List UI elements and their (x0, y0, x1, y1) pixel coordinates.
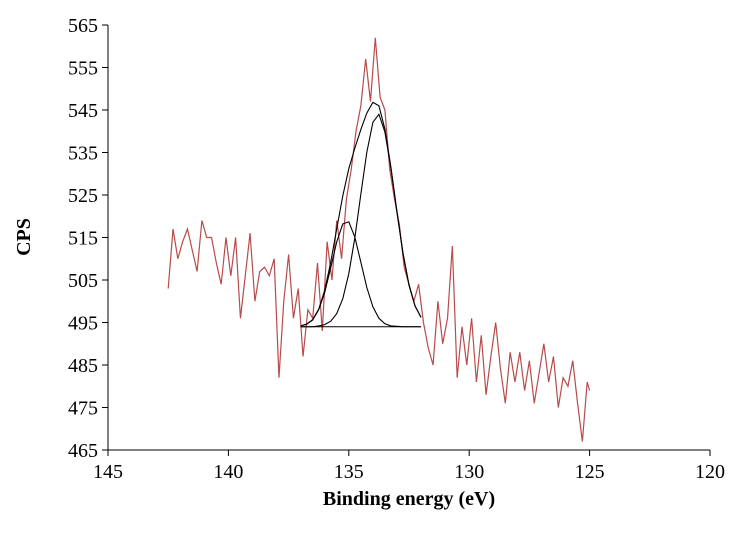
x-tick-label: 145 (93, 461, 123, 483)
y-tick-label: 525 (68, 185, 98, 207)
y-tick-label: 535 (68, 143, 98, 165)
x-axis-title: Binding energy (eV) (323, 488, 495, 510)
series-line (300, 101, 422, 327)
x-tick-label: 125 (575, 461, 605, 483)
y-tick-label: 475 (68, 398, 98, 420)
series-line (167, 37, 591, 442)
y-tick-label: 555 (68, 58, 98, 80)
y-tick-label: 495 (68, 313, 98, 335)
x-tick-label: 120 (695, 461, 725, 483)
x-tick-label: 135 (334, 461, 364, 483)
x-tick-label: 140 (213, 461, 243, 483)
y-tick-label: 565 (68, 15, 98, 37)
y-tick-label: 505 (68, 270, 98, 292)
y-tick-label: 545 (68, 100, 98, 122)
series-line (300, 113, 422, 328)
x-tick-label: 130 (454, 461, 484, 483)
y-tick-label: 465 (68, 440, 98, 462)
y-axis-title: CPS (13, 218, 35, 256)
y-tick-label: 485 (68, 355, 98, 377)
y-tick-label: 515 (68, 228, 98, 250)
